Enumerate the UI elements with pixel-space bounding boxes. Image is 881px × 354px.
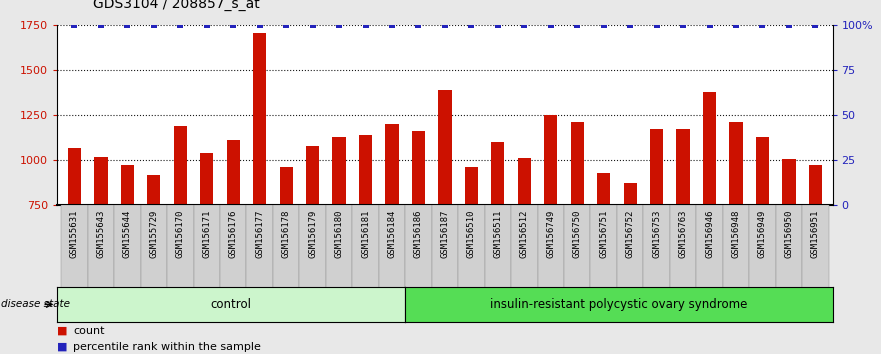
Bar (511, 205, 537, 289)
Bar (94, 158, 107, 205)
Bar (597, 173, 611, 205)
Bar (273, 205, 300, 289)
Text: GSM156510: GSM156510 (467, 210, 476, 258)
Text: GSM156763: GSM156763 (678, 210, 687, 258)
Bar (326, 205, 352, 289)
Bar (200, 153, 213, 205)
Text: GSM156948: GSM156948 (731, 210, 740, 258)
Text: GSM156180: GSM156180 (335, 210, 344, 258)
Text: GSM155644: GSM155644 (122, 210, 132, 258)
Text: GSM155643: GSM155643 (96, 210, 106, 258)
Bar (650, 129, 663, 205)
Text: GSM156181: GSM156181 (361, 210, 370, 258)
Bar (537, 205, 564, 289)
Text: GSM156946: GSM156946 (705, 210, 714, 258)
Bar (729, 122, 743, 205)
Bar (411, 131, 425, 205)
Text: GSM155631: GSM155631 (70, 210, 79, 258)
Bar (465, 167, 478, 205)
Text: insulin-resistant polycystic ovary syndrome: insulin-resistant polycystic ovary syndr… (490, 298, 747, 311)
Bar (571, 122, 584, 205)
Bar (385, 124, 398, 205)
Bar (677, 130, 690, 205)
Text: GSM156951: GSM156951 (811, 210, 820, 258)
Bar (226, 140, 240, 205)
Bar (643, 205, 670, 289)
Text: GSM156178: GSM156178 (282, 210, 291, 258)
Text: GSM156751: GSM156751 (599, 210, 608, 258)
Text: GSM156749: GSM156749 (546, 210, 555, 258)
Text: GDS3104 / 208857_s_at: GDS3104 / 208857_s_at (93, 0, 259, 11)
Bar (670, 205, 696, 289)
Bar (379, 205, 405, 289)
Bar (492, 142, 505, 205)
Bar (485, 205, 511, 289)
Text: GSM156184: GSM156184 (388, 210, 396, 258)
Text: GSM156750: GSM156750 (573, 210, 581, 258)
Text: GSM155729: GSM155729 (150, 210, 159, 258)
Text: percentile rank within the sample: percentile rank within the sample (73, 342, 261, 352)
Bar (458, 205, 485, 289)
Bar (617, 205, 643, 289)
Text: GSM156170: GSM156170 (176, 210, 185, 258)
Bar (624, 183, 637, 205)
Bar (68, 148, 81, 205)
Text: GSM156949: GSM156949 (758, 210, 767, 258)
Text: GSM156187: GSM156187 (440, 210, 449, 258)
Bar (147, 175, 160, 205)
Text: GSM156186: GSM156186 (414, 210, 423, 258)
Text: GSM156950: GSM156950 (784, 210, 794, 258)
Bar (247, 205, 273, 289)
Bar (167, 205, 194, 289)
Bar (802, 205, 828, 289)
Bar (405, 205, 432, 289)
Bar (359, 135, 372, 205)
Bar (749, 205, 775, 289)
Bar (696, 205, 722, 289)
Bar (432, 205, 458, 289)
Bar (332, 137, 345, 205)
Text: GSM156179: GSM156179 (308, 210, 317, 258)
Bar (194, 205, 220, 289)
Text: disease state: disease state (1, 299, 70, 309)
Text: GSM156511: GSM156511 (493, 210, 502, 258)
Bar (121, 165, 134, 205)
Text: GSM156176: GSM156176 (229, 210, 238, 258)
Bar (88, 205, 115, 289)
Text: GSM156753: GSM156753 (652, 210, 661, 258)
Bar (62, 205, 88, 289)
Bar (300, 205, 326, 289)
Bar (518, 158, 531, 205)
Text: GSM156512: GSM156512 (520, 210, 529, 258)
Bar (352, 205, 379, 289)
Bar (544, 115, 558, 205)
Text: count: count (73, 326, 105, 336)
Bar (141, 205, 167, 289)
Bar (115, 205, 141, 289)
Bar (809, 165, 822, 205)
Bar (564, 205, 590, 289)
Text: GSM156177: GSM156177 (255, 210, 264, 258)
Bar (722, 205, 749, 289)
Bar (590, 205, 617, 289)
Text: ■: ■ (57, 326, 68, 336)
Bar (438, 90, 452, 205)
Text: ■: ■ (57, 342, 68, 352)
Bar (782, 159, 796, 205)
Text: control: control (211, 298, 252, 311)
Bar (253, 33, 266, 205)
Bar (756, 137, 769, 205)
Bar (703, 92, 716, 205)
Text: GSM156171: GSM156171 (203, 210, 211, 258)
Bar (775, 205, 802, 289)
Text: GSM156752: GSM156752 (626, 210, 634, 258)
Bar (174, 126, 187, 205)
Bar (279, 167, 292, 205)
Bar (220, 205, 247, 289)
Bar (306, 146, 319, 205)
